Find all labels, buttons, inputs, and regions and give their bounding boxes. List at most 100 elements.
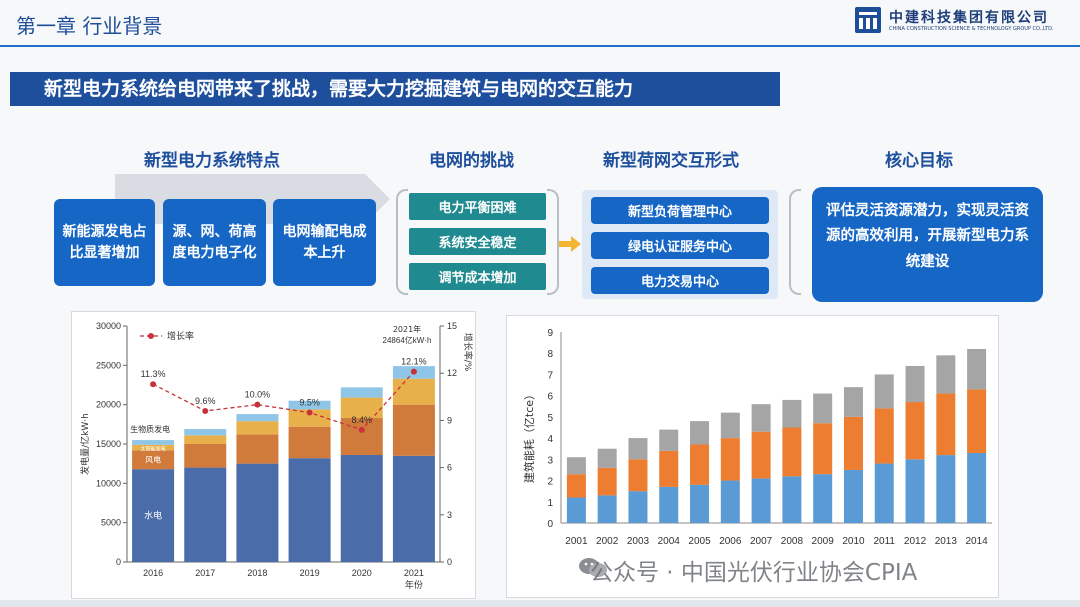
bar-segment-1 (751, 431, 771, 479)
y-tick-label: 8 (547, 349, 553, 360)
y-axis-label: 发电量/亿kW·h (79, 413, 91, 475)
bar-segment-2 (905, 365, 925, 403)
interaction-heading: 新型荷网交互形式 (603, 151, 739, 171)
annotation-year: 2021年 (393, 324, 421, 334)
core-goal-card: 评估灵活资源潜力，实现灵活资源的高效利用，开展新型电力系统建设 (812, 187, 1043, 302)
y-tick-label: 7 (547, 370, 553, 381)
company-name: 中建科技集团有限公司 (889, 10, 1049, 26)
bar-segment-1 (690, 444, 710, 485)
y-tick-label: 5 (547, 413, 553, 424)
challenge-item: 系统安全稳定 (409, 228, 546, 255)
growth-point (410, 368, 417, 375)
bar-segment-0 (720, 480, 740, 523)
bar-segment-3 (340, 387, 383, 398)
bar-segment-2 (967, 348, 987, 390)
challenge-item: 电力平衡困难 (409, 193, 546, 220)
x-tick-label: 2012 (904, 536, 927, 547)
bar-segment-1 (340, 418, 383, 456)
footer-bar (0, 600, 1080, 607)
x-tick-label: 2009 (812, 536, 835, 547)
bar-segment-0 (236, 463, 279, 562)
y-axis-label: 建筑能耗（亿tce） (522, 389, 536, 483)
y-tick-label: 0 (547, 519, 553, 530)
bar-segment-0 (392, 455, 435, 562)
x-tick-label: 2017 (195, 568, 215, 578)
y-tick-label: 5000 (101, 518, 121, 528)
segment-label-solar: 太阳能发电 (141, 446, 166, 453)
arrow-right-icon (559, 236, 581, 252)
y-tick-label: 20000 (96, 400, 121, 410)
bar-segment-1 (184, 444, 227, 468)
bar-segment-1 (813, 423, 833, 475)
challenges-heading: 电网的挑战 (429, 151, 514, 171)
growth-point-label: 9.5% (299, 398, 320, 408)
bar-segment-2 (597, 448, 617, 468)
y2-tick-label: 0 (447, 557, 452, 567)
y-tick-label: 9 (547, 328, 553, 339)
y-tick-label: 25000 (96, 360, 121, 370)
x-tick-label: 2010 (842, 536, 865, 547)
bar-segment-2 (340, 397, 383, 419)
bar-segment-0 (628, 491, 648, 523)
x-tick-label: 2002 (596, 536, 619, 547)
bar-segment-2 (782, 399, 802, 428)
bar-segment-1 (132, 450, 175, 470)
bar-segment-0 (184, 467, 227, 562)
bar-segment-1 (392, 404, 435, 456)
x-tick-label: 2020 (352, 568, 372, 578)
y2-tick-label: 12 (447, 368, 457, 378)
bar-segment-0 (132, 469, 175, 562)
interaction-item: 绿电认证服务中心 (591, 232, 769, 259)
x-tick-label: 2008 (781, 536, 804, 547)
bar-segment-0 (751, 478, 771, 523)
building-energy-chart-panel: 0 1 2 3 4 5 6 7 8 9 建筑能耗（亿tce） 2001 2002 2003 2004 2005… (506, 315, 999, 598)
interaction-item: 新型负荷管理中心 (591, 197, 769, 224)
bar-segment-2 (132, 444, 175, 451)
bar-segment-0 (566, 497, 586, 523)
legend-growth-label: 增长率 (167, 330, 194, 342)
y-tick-label: 10000 (96, 478, 121, 488)
annotation-total: 24864亿kW·h (383, 335, 432, 345)
y2-tick-label: 15 (447, 321, 457, 331)
bar-segment-0 (782, 476, 802, 523)
segment-label-hydro: 水电 (144, 510, 162, 522)
bar-segment-1 (236, 434, 279, 464)
bar-segment-1 (628, 459, 648, 492)
interaction-item: 电力交易中心 (591, 267, 769, 294)
bar-segment-0 (843, 469, 863, 523)
bar-segment-2 (288, 409, 331, 427)
bar-segment-2 (236, 421, 279, 435)
y-tick-label: 2 (547, 477, 553, 488)
challenges-bracket-right (547, 189, 559, 295)
bar-segment-0 (340, 455, 383, 562)
bar-segment-2 (936, 355, 956, 394)
bar-segment-1 (967, 389, 987, 453)
y-tick-label: 30000 (96, 321, 121, 331)
growth-point (202, 407, 209, 414)
slide-banner: 新型电力系统给电网带来了挑战，需要大力挖掘建筑与电网的交互能力 (10, 72, 780, 106)
x-tick-label: 2019 (300, 568, 320, 578)
bar-segment-2 (720, 412, 740, 439)
x-axis-label: 年份 (405, 579, 423, 591)
bar-segment-1 (874, 408, 894, 464)
growth-point (150, 381, 157, 388)
chapter-title: 第一章 行业背景 (16, 14, 163, 38)
watermark-text: 公众号 · 中国光伏行业协会CPIA (590, 560, 918, 586)
features-heading: 新型电力系统特点 (144, 151, 280, 171)
x-tick-label: 2018 (247, 568, 267, 578)
x-tick-label: 2006 (719, 536, 742, 547)
x-tick-label: 2005 (688, 536, 711, 547)
bar-segment-3 (288, 400, 331, 410)
bar-segment-2 (843, 387, 863, 417)
y2-tick-label: 9 (447, 415, 452, 425)
company-name-en: CHINA CONSTRUCTION SCIENCE & TECHNOLOGY … (889, 26, 1054, 32)
bar-segment-1 (288, 426, 331, 459)
bar-segment-2 (184, 435, 227, 444)
bar-segment-1 (659, 450, 679, 487)
growth-point (254, 401, 261, 408)
bar-segment-0 (967, 452, 987, 523)
growth-point-label: 10.0% (245, 390, 271, 400)
growth-line (152, 371, 415, 431)
growth-point-label: 12.1% (401, 357, 427, 367)
